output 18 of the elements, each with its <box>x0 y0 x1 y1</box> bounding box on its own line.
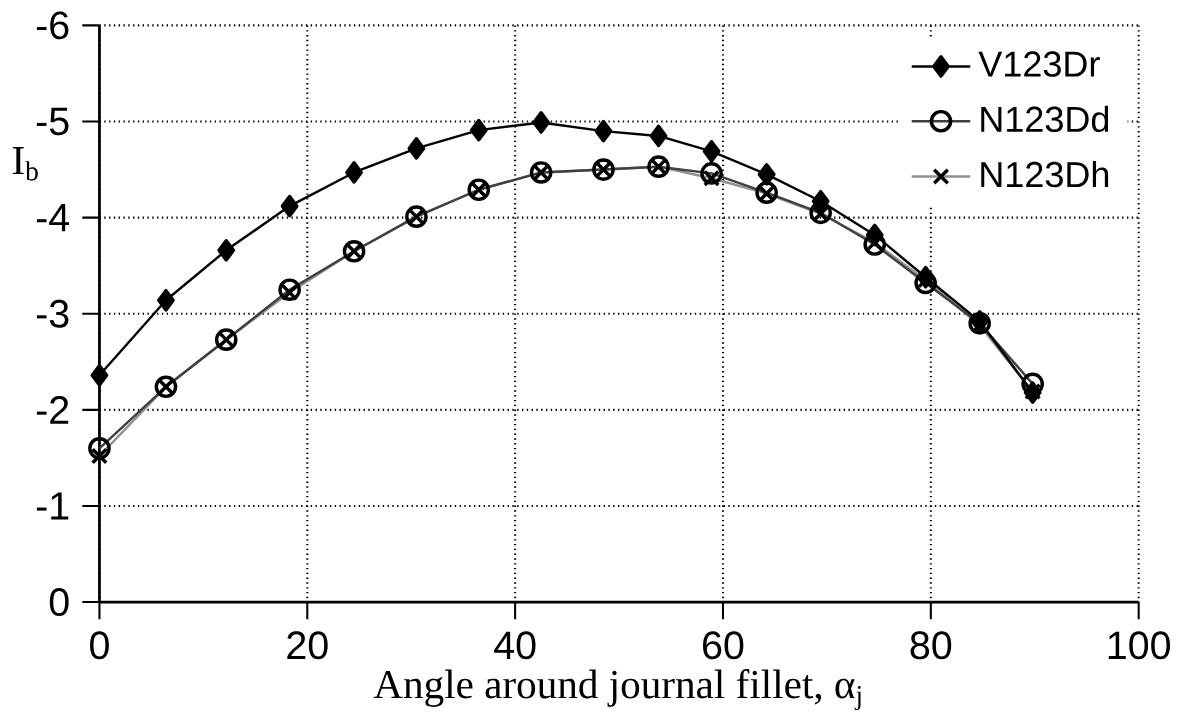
y-tick-label: -4 <box>36 204 70 232</box>
y-tick-label: -1 <box>36 492 69 520</box>
legend-label: V123Dr <box>978 51 1100 78</box>
x-tick-label: 40 <box>494 631 536 660</box>
x-tick-label: 0 <box>90 631 109 660</box>
x-tick-label: 60 <box>703 631 744 660</box>
y-axis-title: I$_{b}$ <box>12 147 38 181</box>
y-tick-label: -2 <box>36 396 69 424</box>
x-tick-label: 80 <box>910 631 952 660</box>
legend-label: N123Dd <box>981 105 1109 133</box>
x-tick-label: 20 <box>287 631 328 660</box>
x-tick-label: 100 <box>1108 631 1171 660</box>
y-tick-label: -5 <box>36 108 69 136</box>
y-tick-label: 0 <box>49 588 69 617</box>
legend-label: N123Dh <box>981 161 1109 188</box>
y-tick-label: -6 <box>36 11 69 40</box>
x-axis-title: Angle around journal fillet, α$_{j}$ <box>373 669 861 711</box>
y-tick-label: -3 <box>36 300 69 328</box>
